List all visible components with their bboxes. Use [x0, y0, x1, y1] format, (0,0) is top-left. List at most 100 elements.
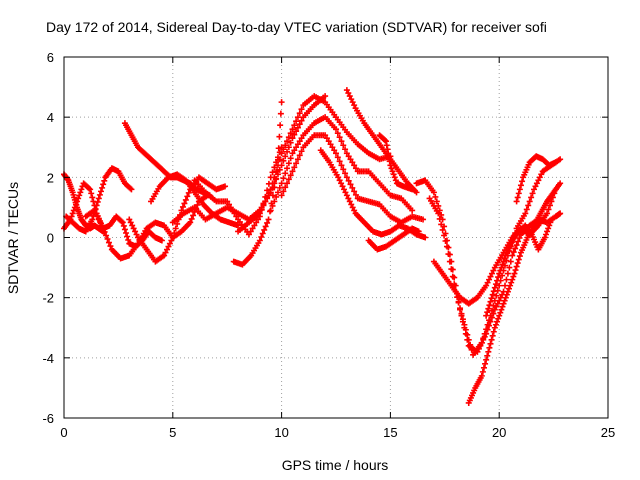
data-point	[544, 228, 551, 235]
data-point	[339, 183, 346, 190]
data-point	[532, 183, 539, 190]
data-point	[158, 237, 165, 244]
data-point	[273, 168, 280, 175]
data-point	[484, 279, 491, 286]
data-point	[100, 225, 107, 232]
data-point	[510, 249, 517, 256]
data-point	[271, 174, 278, 181]
data-point	[490, 267, 497, 274]
data-point	[349, 159, 356, 166]
data-point	[287, 155, 294, 162]
data-point	[349, 99, 356, 106]
data-point	[535, 177, 542, 184]
data-point	[276, 156, 283, 163]
data-point	[285, 144, 292, 151]
data-point	[501, 297, 508, 304]
data-point	[351, 162, 358, 169]
data-point	[282, 184, 289, 191]
data-point	[179, 203, 186, 210]
data-point	[484, 309, 491, 316]
data-point	[536, 174, 543, 181]
data-point	[293, 118, 300, 125]
data-point	[253, 219, 260, 226]
data-point	[522, 210, 529, 217]
data-point	[282, 153, 289, 160]
data-point	[338, 138, 345, 145]
data-point	[99, 184, 106, 191]
data-point	[465, 336, 472, 343]
data-point	[487, 298, 494, 305]
data-point	[88, 190, 95, 197]
data-point	[338, 162, 345, 169]
data-point	[340, 142, 347, 149]
data-point	[273, 193, 280, 200]
data-point	[490, 328, 497, 335]
data-point	[544, 210, 551, 217]
data-point	[231, 210, 238, 217]
data-point	[98, 222, 105, 229]
data-point	[278, 150, 285, 157]
data-point	[495, 315, 502, 322]
x-tick-label: 10	[274, 425, 288, 440]
data-point	[348, 201, 355, 208]
data-point	[72, 201, 79, 208]
y-tick-label: -2	[42, 291, 54, 306]
data-point	[278, 180, 285, 187]
data-point	[256, 237, 263, 244]
data-point	[333, 126, 339, 133]
data-point	[514, 260, 521, 267]
data-point	[525, 202, 532, 209]
data-point	[499, 261, 506, 268]
data-point	[293, 128, 300, 135]
data-point	[494, 300, 501, 307]
data-point	[101, 228, 108, 235]
data-point	[514, 194, 521, 201]
data-point	[457, 305, 464, 312]
axis-ticks: 0 5 10 15 20 25 -6 -4 -2 0 2 4 6	[42, 50, 615, 440]
data-point	[233, 213, 240, 220]
data-point	[526, 198, 533, 205]
data-point	[516, 253, 523, 260]
data-point	[89, 194, 96, 201]
data-point	[409, 186, 416, 193]
x-tick-label: 25	[601, 425, 615, 440]
data-point	[499, 303, 506, 310]
data-point	[352, 191, 359, 198]
data-point	[489, 332, 496, 339]
data-point	[497, 294, 504, 301]
data-point	[513, 242, 520, 249]
data-point	[497, 267, 504, 274]
data-point	[124, 233, 131, 240]
data-point	[500, 258, 507, 265]
data-point	[507, 282, 514, 289]
data-point	[222, 183, 229, 190]
y-tick-label: 0	[47, 231, 54, 246]
data-point	[280, 157, 287, 164]
data-point	[181, 200, 188, 207]
y-tick-label: 4	[47, 110, 54, 125]
x-tick-label: 0	[60, 425, 67, 440]
data-point	[96, 191, 103, 198]
data-point	[415, 228, 422, 235]
data-point	[287, 130, 294, 137]
data-point	[129, 222, 136, 229]
data-point	[484, 321, 491, 328]
data-point	[348, 96, 355, 103]
data-point	[491, 284, 498, 291]
data-point	[103, 232, 110, 239]
data-point	[70, 207, 77, 214]
data-point	[187, 219, 194, 226]
data-point	[480, 364, 487, 371]
data-point	[121, 226, 128, 233]
data-point	[345, 90, 352, 97]
data-point	[325, 138, 332, 145]
data-point	[487, 340, 494, 347]
data-point	[269, 192, 276, 199]
data-point	[245, 231, 252, 238]
data-point	[298, 135, 305, 142]
data-point	[274, 189, 281, 196]
data-point	[538, 171, 545, 178]
data-point	[284, 148, 291, 155]
data-point	[488, 307, 495, 314]
